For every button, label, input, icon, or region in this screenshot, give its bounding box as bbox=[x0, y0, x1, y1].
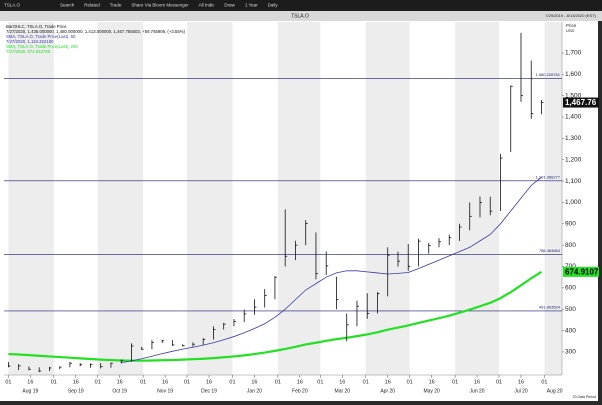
x-tick-label: 01 bbox=[317, 379, 323, 385]
x-tick-label: 16 bbox=[27, 379, 33, 385]
x-month-label: Oct 19 bbox=[112, 388, 127, 394]
y-tick-label: 700 bbox=[565, 263, 576, 270]
x-tick-label: 16 bbox=[251, 379, 257, 385]
y-tick-label: 1,000 bbox=[565, 199, 582, 206]
x-month-label: Feb 20 bbox=[292, 388, 308, 394]
toolbar-item: All Indic bbox=[199, 3, 216, 8]
toolbar-item: Trade bbox=[110, 3, 122, 8]
x-tick-label: 01 bbox=[452, 379, 458, 385]
x-tick-label: 01 bbox=[407, 379, 413, 385]
x-tick-label: 01 bbox=[95, 379, 101, 385]
x-month-label: Sep 19 bbox=[68, 388, 84, 394]
x-month-label: Mar 20 bbox=[335, 388, 351, 394]
toolbar-item: Share Via Bloom Messenger bbox=[131, 3, 189, 8]
date-range: 7/29/2019 - 8/13/2020 (EST) bbox=[545, 13, 596, 18]
legend-name: BarOHLC, TSLA.O, Trade Price bbox=[6, 24, 67, 29]
x-month-label: Jun 20 bbox=[470, 388, 485, 394]
chart-title: TSLA.O bbox=[291, 13, 309, 19]
x-tick-label: 16 bbox=[518, 379, 524, 385]
sma-line bbox=[121, 176, 542, 364]
x-tick-label: 16 bbox=[385, 379, 391, 385]
reference-label: 1,101.386277 bbox=[536, 174, 561, 179]
month-stripe bbox=[365, 22, 410, 375]
reference-label: 756.464664 bbox=[539, 248, 561, 253]
y-tick-label: 300 bbox=[565, 349, 576, 356]
y-tick-label: 900 bbox=[565, 221, 576, 228]
toolbar-item: Search bbox=[60, 3, 75, 8]
y-tick-label: 400 bbox=[565, 327, 576, 334]
x-tick-label: 01 bbox=[184, 379, 190, 385]
x-tick-label: 01 bbox=[541, 379, 547, 385]
last-value-box bbox=[563, 266, 599, 277]
toolbar bbox=[0, 0, 602, 11]
x-tick-label: 01 bbox=[140, 379, 146, 385]
reference-label: 1,580.226761 bbox=[536, 72, 561, 77]
y-tick-label: 1,200 bbox=[565, 156, 582, 163]
legend-detail: 7/27/2020, 1,435.000000, 1,480.000000, 1… bbox=[6, 29, 186, 34]
month-stripe bbox=[8, 22, 54, 375]
legend-detail: 7/27/2020, 674.910790 bbox=[6, 49, 51, 54]
x-month-label: Jul 20 bbox=[514, 388, 528, 394]
y-axis-unit: USD bbox=[566, 28, 575, 33]
x-tick-label: 16 bbox=[206, 379, 212, 385]
x-tick-label: 16 bbox=[117, 379, 123, 385]
y-tick-label: 1,600 bbox=[565, 71, 582, 78]
x-tick-label: 16 bbox=[297, 379, 303, 385]
y-tick-label: 800 bbox=[565, 242, 576, 249]
y-tick-label: 1,100 bbox=[565, 178, 582, 185]
toolbar-item: Related bbox=[84, 3, 100, 8]
y-tick-label: 1,500 bbox=[565, 92, 582, 99]
x-tick-label: 01 bbox=[275, 379, 281, 385]
x-tick-label: 01 bbox=[5, 379, 11, 385]
x-month-label: Aug 19 bbox=[22, 388, 38, 394]
y-axis-label: Price bbox=[566, 23, 577, 28]
x-month-label: Apr 20 bbox=[380, 388, 395, 394]
toolbar-item: Draw bbox=[224, 3, 235, 8]
y-tick-label: 500 bbox=[565, 306, 576, 313]
x-month-label: Nov 19 bbox=[157, 388, 173, 394]
toolbar-item: TSLA.O bbox=[4, 3, 21, 8]
title-bar bbox=[0, 11, 602, 21]
month-stripe bbox=[187, 22, 233, 375]
y-tick-label: 1,300 bbox=[565, 135, 582, 142]
x-tick-label: 01 bbox=[496, 379, 502, 385]
month-stripe bbox=[455, 22, 500, 375]
legend-detail: 7/27/2020, 1,118.322180 bbox=[6, 39, 54, 44]
x-tick-label: 16 bbox=[429, 379, 435, 385]
x-tick-label: 16 bbox=[73, 379, 79, 385]
x-tick-label: 16 bbox=[474, 379, 480, 385]
footer-note: 20 Data Period bbox=[573, 395, 596, 399]
toolbar-item: 1 Year bbox=[245, 3, 258, 8]
x-tick-label: 16 bbox=[339, 379, 345, 385]
x-tick-label: 01 bbox=[363, 379, 369, 385]
y-tick-label: 1,700 bbox=[565, 50, 582, 57]
last-value-label: 1,467.76 bbox=[565, 98, 597, 107]
month-stripe bbox=[544, 22, 562, 375]
x-month-label: Dec 19 bbox=[201, 388, 217, 394]
month-stripe bbox=[97, 22, 144, 375]
last-value-label: 674.9107 bbox=[565, 267, 599, 276]
month-stripe bbox=[277, 22, 321, 375]
legend-name: SMA, TSLA.O, Trade Price(Last), 50 bbox=[6, 34, 76, 39]
x-month-label: Jan 20 bbox=[247, 388, 262, 394]
y-tick-label: 600 bbox=[565, 285, 576, 292]
x-month-label: May 20 bbox=[423, 388, 440, 394]
x-tick-label: 01 bbox=[229, 379, 235, 385]
sma-line bbox=[8, 270, 543, 362]
x-month-label: Aug 20 bbox=[547, 388, 563, 394]
x-tick-label: 01 bbox=[51, 379, 57, 385]
toolbar-item: Daily bbox=[268, 3, 279, 8]
legend-name: SMA, TSLA.O, Trade Price(Last), 200 bbox=[6, 44, 78, 49]
last-value-box bbox=[563, 97, 599, 108]
reference-label: 491.893524 bbox=[539, 305, 561, 310]
y-tick-label: 1,400 bbox=[565, 114, 582, 121]
x-tick-label: 16 bbox=[162, 379, 168, 385]
